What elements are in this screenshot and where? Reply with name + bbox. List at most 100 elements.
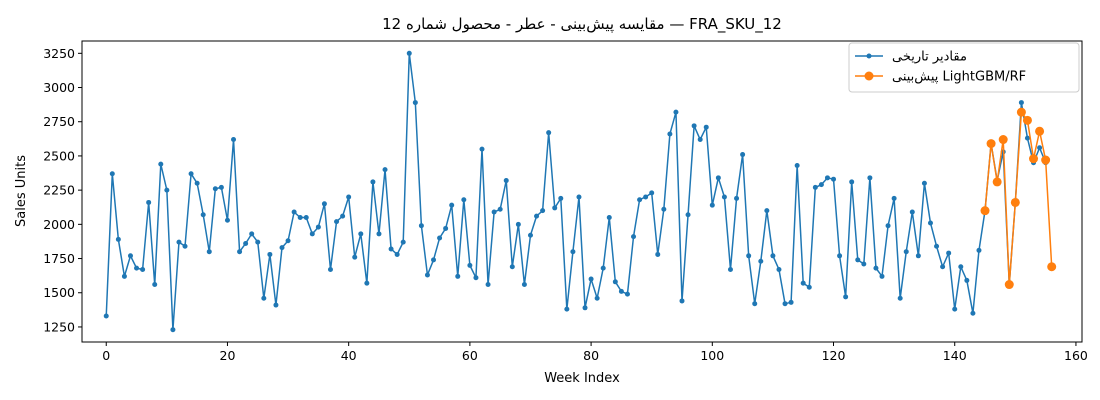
x-tick-label: 60 bbox=[462, 348, 478, 363]
historical-point bbox=[515, 221, 521, 227]
y-tick-label: 1250 bbox=[43, 319, 75, 334]
forecast-point bbox=[992, 177, 1002, 187]
historical-point bbox=[891, 195, 897, 201]
historical-point bbox=[164, 187, 170, 193]
historical-point bbox=[291, 209, 297, 215]
x-tick-label: 100 bbox=[700, 348, 724, 363]
historical-point bbox=[358, 231, 364, 237]
x-tick-label: 160 bbox=[1064, 348, 1088, 363]
forecast-point bbox=[1022, 115, 1032, 125]
y-tick-label: 2000 bbox=[43, 217, 75, 232]
x-tick-label: 20 bbox=[220, 348, 236, 363]
historical-point bbox=[424, 272, 430, 278]
historical-point bbox=[867, 175, 873, 181]
historical-point bbox=[582, 305, 588, 311]
historical-point bbox=[570, 249, 576, 255]
plot-series bbox=[103, 50, 1057, 333]
historical-point bbox=[382, 167, 388, 173]
historical-point bbox=[618, 288, 624, 294]
forecast-point bbox=[1016, 107, 1026, 117]
historical-point bbox=[521, 282, 527, 288]
historical-point bbox=[800, 280, 806, 286]
historical-point bbox=[546, 130, 552, 136]
historical-point bbox=[194, 180, 200, 186]
historical-point bbox=[715, 175, 721, 181]
historical-point bbox=[1024, 135, 1030, 141]
historical-point bbox=[631, 234, 637, 240]
historical-point bbox=[527, 232, 533, 238]
historical-point bbox=[540, 208, 546, 214]
historical-point bbox=[491, 209, 497, 215]
historical-point bbox=[576, 194, 582, 200]
historical-point bbox=[855, 257, 861, 263]
historical-point bbox=[206, 249, 212, 255]
historical-point bbox=[782, 301, 788, 307]
historical-point bbox=[970, 310, 976, 316]
x-tick-label: 40 bbox=[341, 348, 357, 363]
forecast-point bbox=[1041, 155, 1051, 165]
x-tick-label: 120 bbox=[822, 348, 846, 363]
legend-box bbox=[848, 42, 1080, 93]
legend-historical-label: مقادیر تاریخی bbox=[892, 50, 967, 65]
x-axis-label: Week Index bbox=[544, 371, 620, 386]
historical-point bbox=[467, 262, 473, 268]
historical-point bbox=[315, 224, 321, 230]
historical-point bbox=[976, 247, 982, 253]
historical-point bbox=[806, 284, 812, 290]
legend-forecast-label: پیش‌بینی LightGBM/RF bbox=[892, 70, 1026, 85]
historical-point bbox=[552, 205, 558, 211]
y-tick-label: 1500 bbox=[43, 285, 75, 300]
historical-point bbox=[770, 253, 776, 259]
historical-point bbox=[140, 266, 146, 272]
forecast-point bbox=[1010, 197, 1020, 207]
historical-point bbox=[443, 225, 449, 231]
historical-point bbox=[612, 279, 618, 285]
historical-point bbox=[594, 295, 600, 301]
historical-point bbox=[721, 194, 727, 200]
historical-point bbox=[418, 223, 424, 229]
historical-point bbox=[503, 178, 509, 184]
historical-point bbox=[600, 265, 606, 271]
historical-point bbox=[703, 124, 709, 130]
historical-point bbox=[134, 265, 140, 271]
historical-point bbox=[309, 231, 315, 237]
y-axis-label: Sales Units bbox=[14, 155, 29, 227]
historical-point bbox=[231, 137, 237, 143]
historical-point bbox=[679, 298, 685, 304]
historical-point bbox=[255, 239, 261, 245]
historical-point bbox=[946, 250, 952, 256]
historical-point bbox=[673, 109, 679, 115]
historical-point bbox=[788, 299, 794, 305]
historical-point bbox=[927, 220, 933, 226]
historical-point bbox=[843, 294, 849, 300]
historical-point bbox=[243, 240, 249, 246]
historical-point bbox=[831, 176, 837, 182]
historical-point bbox=[364, 280, 370, 286]
historical-point bbox=[764, 208, 770, 214]
historical-point bbox=[588, 276, 594, 282]
historical-point bbox=[903, 249, 909, 255]
x-tick-label: 80 bbox=[583, 348, 599, 363]
historical-point bbox=[709, 202, 715, 208]
historical-point bbox=[224, 217, 230, 223]
historical-point bbox=[370, 179, 376, 185]
historical-point bbox=[849, 179, 855, 185]
historical-point bbox=[103, 313, 109, 319]
historical-point bbox=[237, 249, 243, 255]
historical-point bbox=[637, 197, 643, 203]
historical-point bbox=[188, 171, 194, 177]
forecast-point bbox=[1035, 126, 1045, 136]
historical-point bbox=[655, 251, 661, 257]
historical-point bbox=[758, 258, 764, 264]
historical-point bbox=[909, 209, 915, 215]
historical-point bbox=[885, 223, 891, 229]
historical-point bbox=[115, 236, 121, 242]
historical-point bbox=[752, 301, 758, 307]
historical-point bbox=[824, 175, 830, 181]
x-tick-label: 140 bbox=[943, 348, 967, 363]
historical-point bbox=[279, 245, 285, 251]
historical-series-line bbox=[105, 52, 1047, 331]
historical-point bbox=[303, 215, 309, 220]
historical-point bbox=[212, 186, 218, 192]
y-tick-label: 2250 bbox=[43, 183, 75, 198]
